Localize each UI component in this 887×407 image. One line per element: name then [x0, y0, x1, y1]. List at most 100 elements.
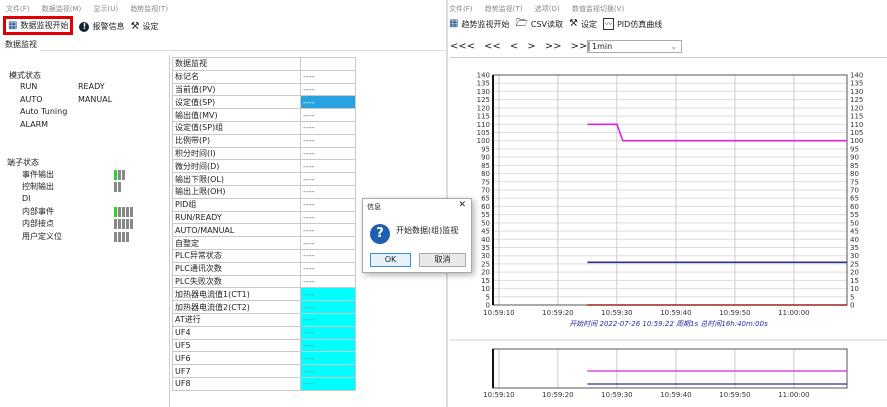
tab-divider [40, 50, 448, 51]
ok-button[interactable]: OK [370, 253, 411, 267]
y-tick-label-right: 130 [850, 88, 863, 96]
table-row[interactable]: 加热器电流值2(CT2) ---- [172, 300, 356, 314]
table-row[interactable]: 设定值(SP)组 ---- [172, 120, 356, 135]
tab-data-monitor[interactable]: 数据监视 [5, 40, 37, 49]
nav-next-page[interactable]: >> [544, 41, 562, 52]
y-tick-label-right: 75 [850, 178, 859, 186]
nav-first[interactable]: <<< [450, 41, 476, 52]
row-value[interactable]: ---- [300, 287, 356, 302]
row-value[interactable]: ---- [300, 300, 356, 314]
row-value[interactable]: ---- [300, 338, 356, 353]
menu-options[interactable]: 选项(O) [534, 5, 560, 13]
row-value[interactable]: ---- [300, 364, 356, 378]
csv-read-button[interactable]: 🗁 CSV读取 [515, 18, 563, 29]
y-tick-label-left: 5 [486, 293, 490, 301]
row-value[interactable]: ---- [300, 248, 356, 263]
menu-display[interactable]: 显示(U) [93, 5, 119, 13]
row-value[interactable]: ---- [300, 274, 356, 289]
row-value[interactable]: ---- [300, 312, 356, 327]
table-row[interactable]: 比例带(P) ---- [172, 133, 356, 148]
io-indicator [114, 170, 125, 180]
cancel-button[interactable]: 取消 [419, 253, 466, 267]
table-row[interactable]: AT进行 ---- [172, 312, 356, 327]
row-value[interactable]: ---- [300, 351, 356, 366]
table-row[interactable]: 标记名 ---- [172, 69, 356, 84]
interval-select[interactable]: 1min ⌄ [587, 40, 682, 53]
data-table-panel: 数据监视 标记名 ---- 当前值(PV) ---- 设定值(SP) ---- 输出值(MV… [169, 55, 449, 407]
nav-last[interactable]: >>| [570, 41, 591, 52]
row-value[interactable]: ---- [300, 159, 356, 174]
menu-trend-right[interactable]: 趋势监视(T) [484, 5, 523, 13]
row-label: 微分时间(D) [172, 159, 301, 174]
row-value[interactable]: ---- [300, 184, 356, 199]
settings-button[interactable]: ⚒ 设定 [130, 20, 159, 32]
table-row[interactable]: 设定值(SP) ---- [172, 95, 356, 110]
nav-prev-page[interactable]: << [484, 41, 501, 52]
table-row[interactable]: UF5 ---- [172, 338, 356, 353]
menu-switch-view[interactable]: 数值监视切换(V) [571, 5, 625, 13]
table-row[interactable]: RUN/READY ---- [172, 210, 356, 225]
table-row[interactable]: PLC通讯次数 ---- [172, 261, 356, 276]
table-row[interactable]: UF6 ---- [172, 351, 356, 366]
row-value[interactable]: ---- [300, 172, 356, 186]
nav-next[interactable]: > [527, 41, 536, 52]
start-monitor-button[interactable]: ▦ 数据监视开始 [3, 16, 74, 35]
mode-item: AUTO [20, 94, 43, 104]
row-value[interactable]: ---- [300, 236, 356, 250]
y-tick-label-left: 25 [481, 260, 490, 268]
row-value[interactable]: ---- [300, 95, 356, 110]
row-label: 设定值(SP) [172, 95, 301, 110]
y-tick-label-right: 10 [850, 285, 859, 293]
table-row[interactable]: 微分时间(D) ---- [172, 159, 356, 174]
io-item-label: 内部事件 [22, 206, 54, 216]
io-bit [130, 206, 133, 217]
row-value[interactable]: ---- [300, 325, 356, 340]
table-row[interactable]: UF8 ---- [172, 376, 356, 391]
table-row[interactable]: 积分时间(I) ---- [172, 146, 356, 161]
x-tick-label: 10:59:40 [660, 309, 691, 317]
row-value[interactable]: ---- [300, 82, 356, 97]
row-label: UF8 [172, 376, 301, 391]
menu-file-right[interactable]: 文件(F) [449, 5, 473, 13]
alarm-info-button[interactable]: ! 报警信息 [79, 21, 124, 32]
table-row[interactable]: AUTO/MANUAL ---- [172, 223, 356, 238]
table-row[interactable]: PLC失败次数 ---- [172, 274, 356, 289]
row-value[interactable]: ---- [300, 108, 356, 122]
table-row[interactable]: 输出下限(OL) ---- [172, 172, 356, 186]
io-item-label: DI [22, 193, 31, 203]
mode-item: MANUAL [78, 94, 113, 104]
row-label: RUN/READY [172, 210, 301, 225]
table-row[interactable]: PID组 ---- [172, 197, 356, 212]
table-row[interactable]: 加热器电流值1(CT1) ---- [172, 287, 356, 302]
menu-file[interactable]: 文件(F) [6, 5, 30, 13]
row-value[interactable]: ---- [300, 210, 356, 225]
table-row[interactable]: 当前值(PV) ---- [172, 82, 356, 97]
row-label: 自整定 [172, 236, 301, 250]
row-value[interactable]: ---- [300, 223, 356, 238]
menu-trend[interactable]: 趋势监视(T) [130, 5, 169, 13]
monitor-icon: ▦ [8, 19, 18, 31]
table-row[interactable]: 输出上限(OH) ---- [172, 184, 356, 199]
table-row[interactable]: 自整定 ---- [172, 236, 356, 250]
row-value[interactable]: ---- [300, 261, 356, 276]
row-value[interactable]: ---- [300, 376, 356, 391]
row-value[interactable]: ---- [300, 69, 356, 84]
table-row[interactable]: UF4 ---- [172, 325, 356, 340]
menu-data-monitor[interactable]: 数据监视(M) [41, 5, 82, 13]
table-row[interactable]: UF7 ---- [172, 364, 356, 378]
y-tick-label-left: 135 [477, 80, 490, 88]
table-row[interactable]: PLC异常状态 ---- [172, 248, 356, 263]
row-value[interactable]: ---- [300, 197, 356, 212]
close-icon[interactable]: ✕ [458, 200, 466, 210]
nav-prev[interactable]: < [509, 41, 519, 52]
row-label: UF5 [172, 338, 301, 353]
y-tick-label-right: 120 [850, 104, 863, 112]
row-value[interactable]: ---- [300, 146, 356, 161]
start-trend-button[interactable]: ▦ 趋势监视开始 [449, 18, 510, 29]
settings-right-button[interactable]: ⚒ 设定 [569, 18, 597, 29]
table-row[interactable]: 输出值(MV) ---- [172, 108, 356, 122]
row-value[interactable]: ---- [300, 120, 356, 135]
pid-sim-button[interactable]: 〰 PID仿真曲线 [602, 18, 663, 30]
row-value[interactable]: ---- [300, 133, 356, 148]
y-tick-label-left: 65 [481, 195, 490, 203]
